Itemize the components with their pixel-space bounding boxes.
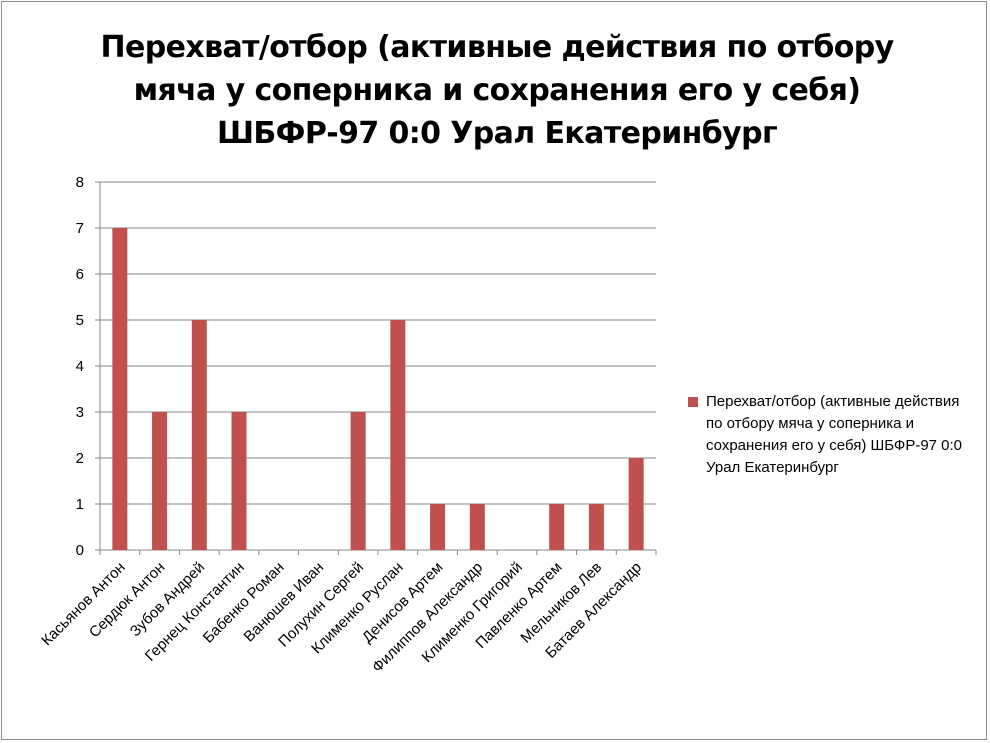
bar — [231, 412, 247, 550]
bar — [628, 458, 644, 550]
y-tick-label: 3 — [76, 404, 84, 421]
bar — [350, 412, 366, 550]
y-tick-label: 5 — [76, 312, 84, 329]
chart-title: Перехват/отбор (активные действия по отб… — [32, 26, 962, 155]
bar — [588, 504, 604, 550]
y-tick-label: 4 — [76, 358, 84, 375]
y-tick-label: 8 — [76, 174, 84, 191]
bar — [549, 504, 565, 550]
bar — [430, 504, 446, 550]
bar — [469, 504, 485, 550]
y-tick-label: 7 — [76, 220, 84, 237]
y-tick-label: 1 — [76, 496, 84, 513]
y-tick-label: 0 — [76, 542, 84, 559]
chart-title-line-2: мяча у соперника и сохранения его у себя… — [133, 73, 861, 108]
legend-label: Перехват/отбор (активные действия по отб… — [706, 393, 963, 476]
legend-swatch — [688, 397, 698, 407]
bar — [152, 412, 168, 550]
bar — [191, 320, 207, 550]
chart-legend: Перехват/отбор (активные действия по отб… — [688, 391, 978, 479]
y-tick-label: 6 — [76, 266, 84, 283]
bar — [390, 320, 406, 550]
chart-title-line-3: ШБФР-97 0:0 Урал Екатеринбург — [216, 116, 778, 151]
chart-title-line-1: Перехват/отбор (активные действия по отб… — [100, 30, 894, 65]
y-tick-label: 2 — [76, 450, 84, 467]
bar — [112, 228, 128, 550]
